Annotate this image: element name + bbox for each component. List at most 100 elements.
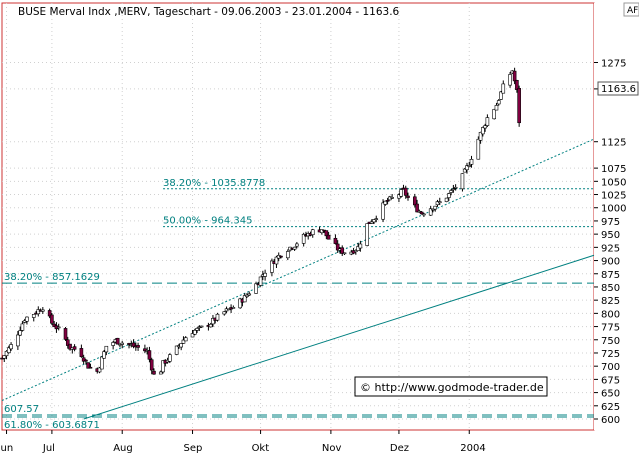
candle-body: [104, 345, 109, 353]
grid-layer: [2, 3, 598, 434]
corner-label: AF: [627, 6, 638, 16]
copyright-text: © http://www.godmode-trader.de: [360, 381, 544, 394]
candle-body: [183, 337, 188, 342]
candle-body: [31, 314, 36, 318]
candle-body: [231, 307, 236, 309]
trendline: [83, 254, 595, 420]
x-tick-label: Nov: [322, 443, 342, 454]
candle-body: [50, 314, 54, 324]
y-tick-label: 850: [601, 283, 620, 294]
candle-body: [478, 132, 483, 141]
candle-body: [18, 330, 22, 336]
candle-body: [215, 313, 220, 321]
candle-body: [517, 87, 521, 124]
candle-body: [485, 117, 490, 126]
candle-body: [381, 202, 385, 220]
x-tick-label: Sep: [184, 443, 203, 454]
y-tick-label: 600: [601, 415, 620, 426]
y-tick-label: 650: [601, 389, 620, 400]
candle-body: [97, 367, 102, 373]
candle-body: [499, 91, 503, 100]
fib-level-label: 38.20% - 1035.8778: [163, 178, 265, 189]
candle-body: [449, 190, 453, 193]
candle-body: [435, 201, 440, 206]
candle-body: [356, 246, 360, 251]
fib-level-label: 61.80% - 603.6871: [4, 420, 100, 431]
candle-body: [406, 195, 410, 198]
candle-body: [245, 294, 249, 297]
candle-body: [390, 197, 394, 199]
candle-body: [100, 356, 104, 370]
candle-body: [335, 243, 340, 251]
corner-box: [623, 2, 639, 17]
candle-body: [419, 211, 424, 215]
candle-body: [469, 159, 474, 165]
y-tick-label: 750: [601, 336, 620, 347]
y-tick-label: 1050: [601, 177, 626, 188]
candle-body: [437, 201, 442, 204]
candle-body: [340, 247, 345, 254]
y-tick-label: 625: [601, 402, 620, 413]
candle-body: [492, 109, 496, 120]
candle-body: [279, 255, 283, 258]
candle-body: [385, 200, 390, 202]
x-tick-label: Jun: [0, 443, 13, 454]
candle-body: [433, 205, 438, 210]
y-tick-label: 875: [601, 270, 620, 281]
candle-body: [16, 334, 20, 347]
copyright-box: [354, 376, 548, 397]
candle-body: [383, 200, 388, 205]
candle-body: [149, 359, 154, 371]
candle-body: [508, 74, 512, 86]
candle-body: [467, 165, 472, 167]
y-tick-label: 675: [601, 375, 620, 386]
candle-body: [310, 229, 315, 235]
y-tick-label: 825: [601, 296, 620, 307]
candle-body: [222, 311, 227, 315]
candle-body: [358, 243, 363, 249]
candle-body: [120, 342, 125, 345]
candle-body: [369, 221, 374, 224]
y-tick-label: 900: [601, 257, 620, 268]
candle-body: [168, 354, 172, 362]
candle-body: [451, 188, 456, 191]
candle-body: [292, 246, 297, 250]
candle-body: [190, 333, 195, 338]
candle-body: [333, 237, 338, 244]
candle-body: [512, 70, 517, 82]
y-tick-label: 1125: [601, 138, 626, 149]
candle-body: [86, 362, 90, 369]
candle-body: [326, 234, 331, 240]
y-tick-label: 925: [601, 243, 620, 254]
candle-body: [181, 339, 186, 344]
y-tick-label: 950: [601, 230, 620, 241]
x-tick-label: Dez: [390, 443, 409, 454]
candle-body: [81, 357, 86, 362]
y-tick-label: 1025: [601, 191, 626, 202]
candle-body: [263, 272, 267, 277]
candle-body: [270, 260, 274, 273]
candle-body: [413, 196, 417, 206]
candle-body: [399, 189, 404, 197]
candle-body: [501, 83, 506, 94]
candle-body: [285, 251, 290, 259]
candle-body: [494, 105, 499, 111]
candle-body: [143, 348, 147, 352]
candles-layer: [0, 67, 521, 375]
candle-body: [131, 342, 136, 347]
candle-body: [403, 187, 408, 196]
candle-body: [72, 346, 77, 350]
candle-body: [2, 355, 7, 359]
x-tick-label: Aug: [113, 443, 133, 454]
x-tick-label: Okt: [252, 443, 270, 454]
candle-body: [444, 197, 449, 202]
candle-body: [161, 360, 165, 373]
candle-body: [68, 343, 72, 350]
candle-body: [447, 193, 451, 198]
candle-body: [428, 208, 433, 216]
candle-body: [374, 218, 379, 220]
y-tick-label: 800: [601, 309, 620, 320]
candle-body: [192, 329, 197, 335]
candle-body: [453, 186, 458, 189]
